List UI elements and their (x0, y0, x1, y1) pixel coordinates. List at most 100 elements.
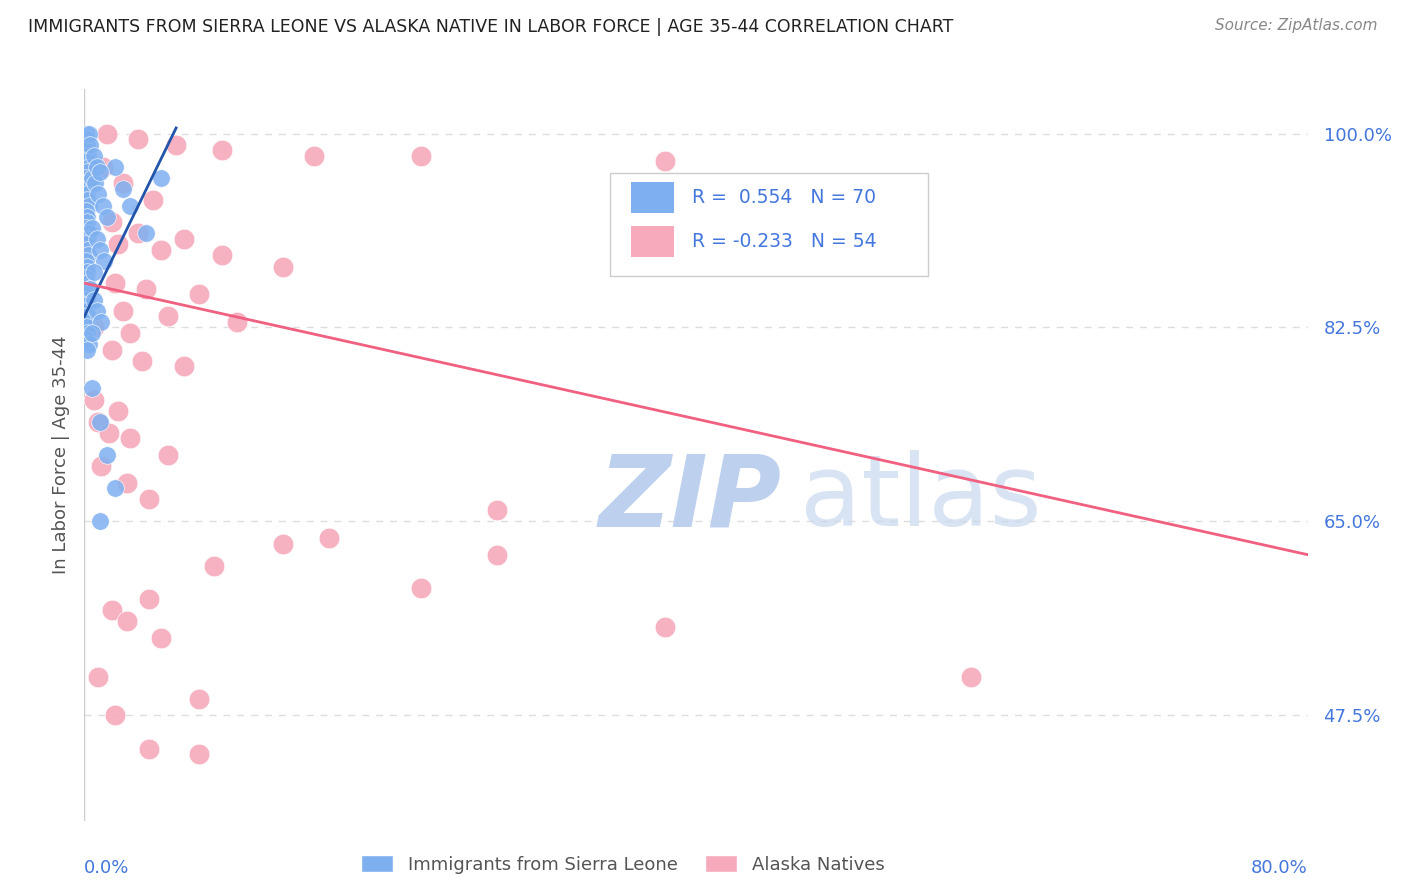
Point (77, 248, 100, 262)
Point (76, 232, 98, 246)
Point (86, 232, 108, 246)
Point (107, 403, 129, 417)
Text: 80.0%: 80.0% (1251, 859, 1308, 878)
Point (486, 548, 509, 562)
Point (77, 337, 100, 351)
Point (654, 620, 676, 634)
Point (127, 132, 149, 146)
Point (90, 458, 112, 473)
Point (80, 170, 103, 185)
Point (76, 154, 98, 169)
Point (77, 177, 100, 191)
Point (202, 558, 225, 573)
Point (115, 614, 138, 628)
Text: ZIP: ZIP (598, 450, 782, 548)
Point (89, 165, 111, 179)
Point (76, 137, 98, 152)
Point (76, 260, 98, 274)
Point (76, 276, 98, 290)
Point (960, 669, 983, 683)
Point (149, 631, 172, 645)
Point (111, 182, 134, 196)
FancyBboxPatch shape (631, 226, 673, 257)
Point (271, 260, 294, 274)
Point (77, 149, 100, 163)
Point (409, 149, 432, 163)
Point (157, 448, 180, 462)
Point (104, 708, 127, 723)
Point (86, 303, 108, 318)
Point (89, 515, 111, 529)
Point (75, 182, 97, 196)
Point (76, 187, 98, 202)
Point (77, 310, 100, 324)
Point (226, 315, 249, 329)
Point (138, 741, 160, 756)
Point (76, 320, 98, 334)
FancyBboxPatch shape (631, 182, 673, 213)
Point (135, 282, 157, 296)
Text: R = -0.233   N = 54: R = -0.233 N = 54 (692, 232, 877, 251)
Point (83, 392, 105, 407)
Text: Source: ZipAtlas.com: Source: ZipAtlas.com (1215, 18, 1378, 33)
Point (77, 282, 100, 296)
Point (127, 227, 149, 241)
Point (173, 359, 195, 374)
Point (211, 143, 233, 157)
Point (157, 310, 180, 324)
Point (104, 481, 127, 495)
Point (101, 343, 124, 357)
Point (76, 193, 98, 207)
Point (76, 132, 98, 146)
Point (75, 220, 97, 235)
Point (302, 149, 325, 163)
Point (188, 287, 211, 301)
Point (135, 227, 157, 241)
Point (75, 287, 97, 301)
Point (89, 415, 111, 429)
Point (104, 160, 127, 174)
Point (76, 343, 98, 357)
Point (96, 210, 118, 224)
Point (131, 353, 153, 368)
Point (91, 160, 114, 174)
Text: atlas: atlas (800, 450, 1042, 548)
Point (111, 177, 134, 191)
Point (76, 293, 98, 307)
Point (211, 248, 233, 262)
Point (120, 431, 142, 445)
Point (96, 448, 118, 462)
Point (77, 160, 100, 174)
Point (149, 243, 172, 257)
Point (76, 265, 98, 279)
Point (120, 198, 142, 212)
Point (90, 315, 112, 329)
Point (138, 592, 160, 607)
Point (111, 303, 134, 318)
Point (91, 198, 114, 212)
Point (80, 220, 103, 235)
Point (654, 154, 676, 169)
Point (83, 265, 105, 279)
Point (93, 254, 115, 268)
Point (79, 282, 101, 296)
Point (76, 210, 98, 224)
Point (75, 303, 97, 318)
Text: 0.0%: 0.0% (84, 859, 129, 878)
Point (96, 127, 118, 141)
Point (77, 227, 100, 241)
Point (75, 270, 97, 285)
Point (86, 160, 108, 174)
FancyBboxPatch shape (610, 173, 928, 276)
Legend: Immigrants from Sierra Leone, Alaska Natives: Immigrants from Sierra Leone, Alaska Nat… (353, 848, 891, 881)
Point (120, 326, 142, 340)
Point (77, 127, 100, 141)
Point (173, 232, 195, 246)
Point (76, 215, 98, 229)
Point (76, 326, 98, 340)
Point (83, 320, 105, 334)
Point (87, 669, 110, 683)
Point (75, 170, 97, 185)
Point (104, 276, 127, 290)
Y-axis label: In Labor Force | Age 35-44: In Labor Force | Age 35-44 (52, 335, 70, 574)
